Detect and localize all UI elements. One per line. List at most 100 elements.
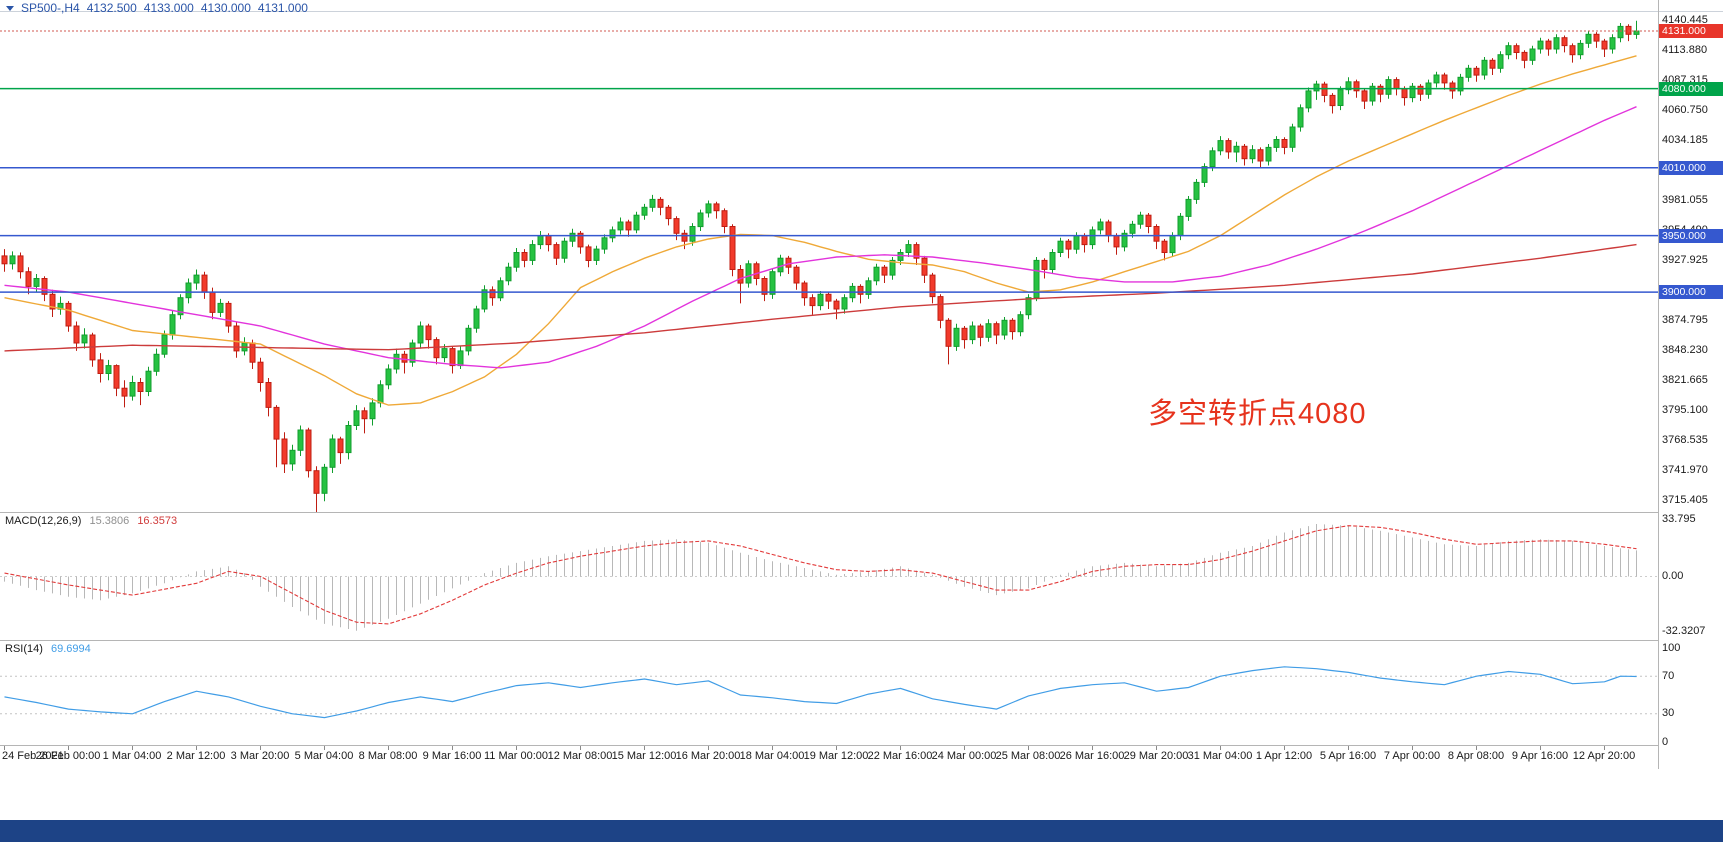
pane-divider — [0, 745, 1658, 746]
time-axis-tick — [836, 746, 837, 750]
time-axis-label: 15 Mar 12:00 — [611, 750, 677, 762]
price-axis-tick: 4060.750 — [1662, 103, 1708, 116]
time-axis-tick — [644, 746, 645, 750]
chart-annotation-text: 多空转折点4080 — [1148, 398, 1367, 430]
macd-signal-value: 16.3573 — [137, 515, 178, 527]
price-axis-tick: 3795.100 — [1662, 404, 1708, 417]
time-axis-tick — [1156, 746, 1157, 750]
time-axis-label: 2 Mar 12:00 — [166, 750, 226, 762]
rsi-indicator-pane[interactable] — [0, 640, 1658, 745]
price-level-tag-4010.000: 4010.000 — [1659, 160, 1723, 175]
time-axis-label: 1 Mar 04:00 — [102, 750, 162, 762]
chart-top-border — [0, 11, 1723, 12]
time-axis-tick — [1092, 746, 1093, 750]
macd-signal-line — [4, 525, 1637, 625]
candlestick-chart[interactable] — [0, 0, 1658, 512]
time-axis-label: 3 Mar 20:00 — [230, 750, 290, 762]
macd-indicator-pane[interactable] — [0, 512, 1658, 640]
time-axis-tick — [1348, 746, 1349, 750]
macd-label: MACD(12,26,9) 15.3806 16.3573 — [5, 515, 177, 527]
price-axis-tick: 4140.445 — [1662, 13, 1708, 26]
symbol-period-label: SP500-,H4 — [21, 1, 80, 15]
macd-axis-tick: 0.00 — [1662, 570, 1684, 582]
time-axis-tick — [1476, 746, 1477, 750]
time-axis-label: 16 Mar 20:00 — [675, 750, 741, 762]
price-axis-tick: 3741.970 — [1662, 464, 1708, 477]
time-axis-label: 25 Mar 08:00 — [995, 750, 1061, 762]
candles-layer — [1, 20, 1640, 512]
macd-histogram — [4, 524, 1637, 631]
time-axis-label: 8 Apr 08:00 — [1447, 750, 1505, 762]
price-axis[interactable]: 4140.445 4113.880 4087.315 4060.750 4034.185… — [1659, 0, 1723, 769]
rsi-value: 69.6994 — [50, 643, 91, 655]
price-axis-tick: 3848.230 — [1662, 344, 1708, 357]
rsi-axis-tick: 30 — [1662, 707, 1675, 720]
time-axis-tick — [708, 746, 709, 750]
bar-close-value: 4131.000 — [257, 1, 308, 15]
time-axis-label: 11 Mar 00:00 — [483, 750, 549, 762]
time-axis-label: 5 Mar 04:00 — [294, 750, 354, 762]
time-axis-label: 9 Mar 16:00 — [422, 750, 482, 762]
time-axis-label: 26 Feb 00:00 — [35, 750, 101, 762]
time-axis-label: 5 Apr 16:00 — [1319, 750, 1377, 762]
time-axis-label: 26 Mar 16:00 — [1059, 750, 1125, 762]
pane-divider — [0, 640, 1658, 641]
time-axis-tick — [452, 746, 453, 750]
bar-low-value: 4130.000 — [200, 1, 251, 15]
time-axis-label: 24 Mar 00:00 — [931, 750, 997, 762]
rsi-label: RSI(14) 69.6994 — [5, 643, 91, 655]
time-axis-tick — [1220, 746, 1221, 750]
time-axis-tick — [388, 746, 389, 750]
price-level-tag-4080.000: 4080.000 — [1659, 81, 1723, 96]
price-axis-tick: 3768.535 — [1662, 434, 1708, 447]
price-axis-tick: 4113.880 — [1662, 43, 1708, 56]
time-axis-tick — [324, 746, 325, 750]
one-click-trading-toggle-icon[interactable] — [6, 5, 14, 11]
status-bar — [0, 820, 1723, 842]
time-axis-label: 8 Mar 08:00 — [358, 750, 418, 762]
ma-line-slow — [4, 243, 1637, 352]
rsi-axis-tick: 70 — [1662, 669, 1675, 682]
time-axis-tick — [196, 746, 197, 750]
rsi-axis-tick: 0 — [1662, 735, 1669, 748]
time-axis-tick — [964, 746, 965, 750]
time-axis[interactable]: 24 Feb 2021 26 Feb 00:00 1 Mar 04:00 2 Mar … — [0, 746, 1658, 769]
time-axis-label: 9 Apr 16:00 — [1511, 750, 1569, 762]
time-axis-label: 29 Mar 20:00 — [1123, 750, 1189, 762]
price-axis-tick: 4034.185 — [1662, 133, 1708, 146]
rsi-line — [4, 666, 1637, 719]
time-axis-tick — [1604, 746, 1605, 750]
price-axis-tick: 3715.405 — [1662, 494, 1708, 507]
bar-high-value: 4133.000 — [143, 1, 194, 15]
time-axis-tick — [580, 746, 581, 750]
time-axis-label: 19 Mar 12:00 — [803, 750, 869, 762]
time-axis-label: 7 Apr 00:00 — [1383, 750, 1441, 762]
ma-line-fast — [4, 55, 1637, 406]
time-axis-tick — [1540, 746, 1541, 750]
price-axis-tick: 3874.795 — [1662, 314, 1708, 327]
time-axis-tick — [132, 746, 133, 750]
bar-open-value: 4132.500 — [86, 1, 137, 15]
time-axis-label: 31 Mar 04:00 — [1187, 750, 1253, 762]
macd-axis-tick: -32.3207 — [1662, 624, 1706, 637]
macd-name: MACD(12,26,9) — [5, 515, 82, 527]
price-level-tag-3900.000: 3900.000 — [1659, 285, 1723, 300]
time-axis-label: 1 Apr 12:00 — [1255, 750, 1313, 762]
macd-axis-tick: 33.795 — [1662, 512, 1696, 525]
time-axis-tick — [1412, 746, 1413, 750]
time-axis-tick — [4, 746, 5, 750]
current-price-tag: 4131.000 — [1659, 24, 1723, 38]
chart-ohlc-header: SP500-,H4 4132.500 4133.000 4130.000 413… — [6, 1, 308, 15]
price-level-tag-3950.000: 3950.000 — [1659, 228, 1723, 243]
time-axis-label: 12 Mar 08:00 — [547, 750, 613, 762]
ma-line-mid — [4, 106, 1637, 369]
price-axis-border — [1658, 0, 1659, 769]
time-axis-label: 24 Feb 2021 — [2, 750, 64, 762]
time-axis-label: 22 Mar 16:00 — [867, 750, 933, 762]
time-axis-tick — [68, 746, 69, 750]
price-axis-tick: 3821.665 — [1662, 374, 1708, 387]
price-axis-tick: 3927.925 — [1662, 254, 1708, 266]
time-axis-label: 12 Apr 20:00 — [1572, 750, 1636, 762]
time-axis-tick — [516, 746, 517, 750]
